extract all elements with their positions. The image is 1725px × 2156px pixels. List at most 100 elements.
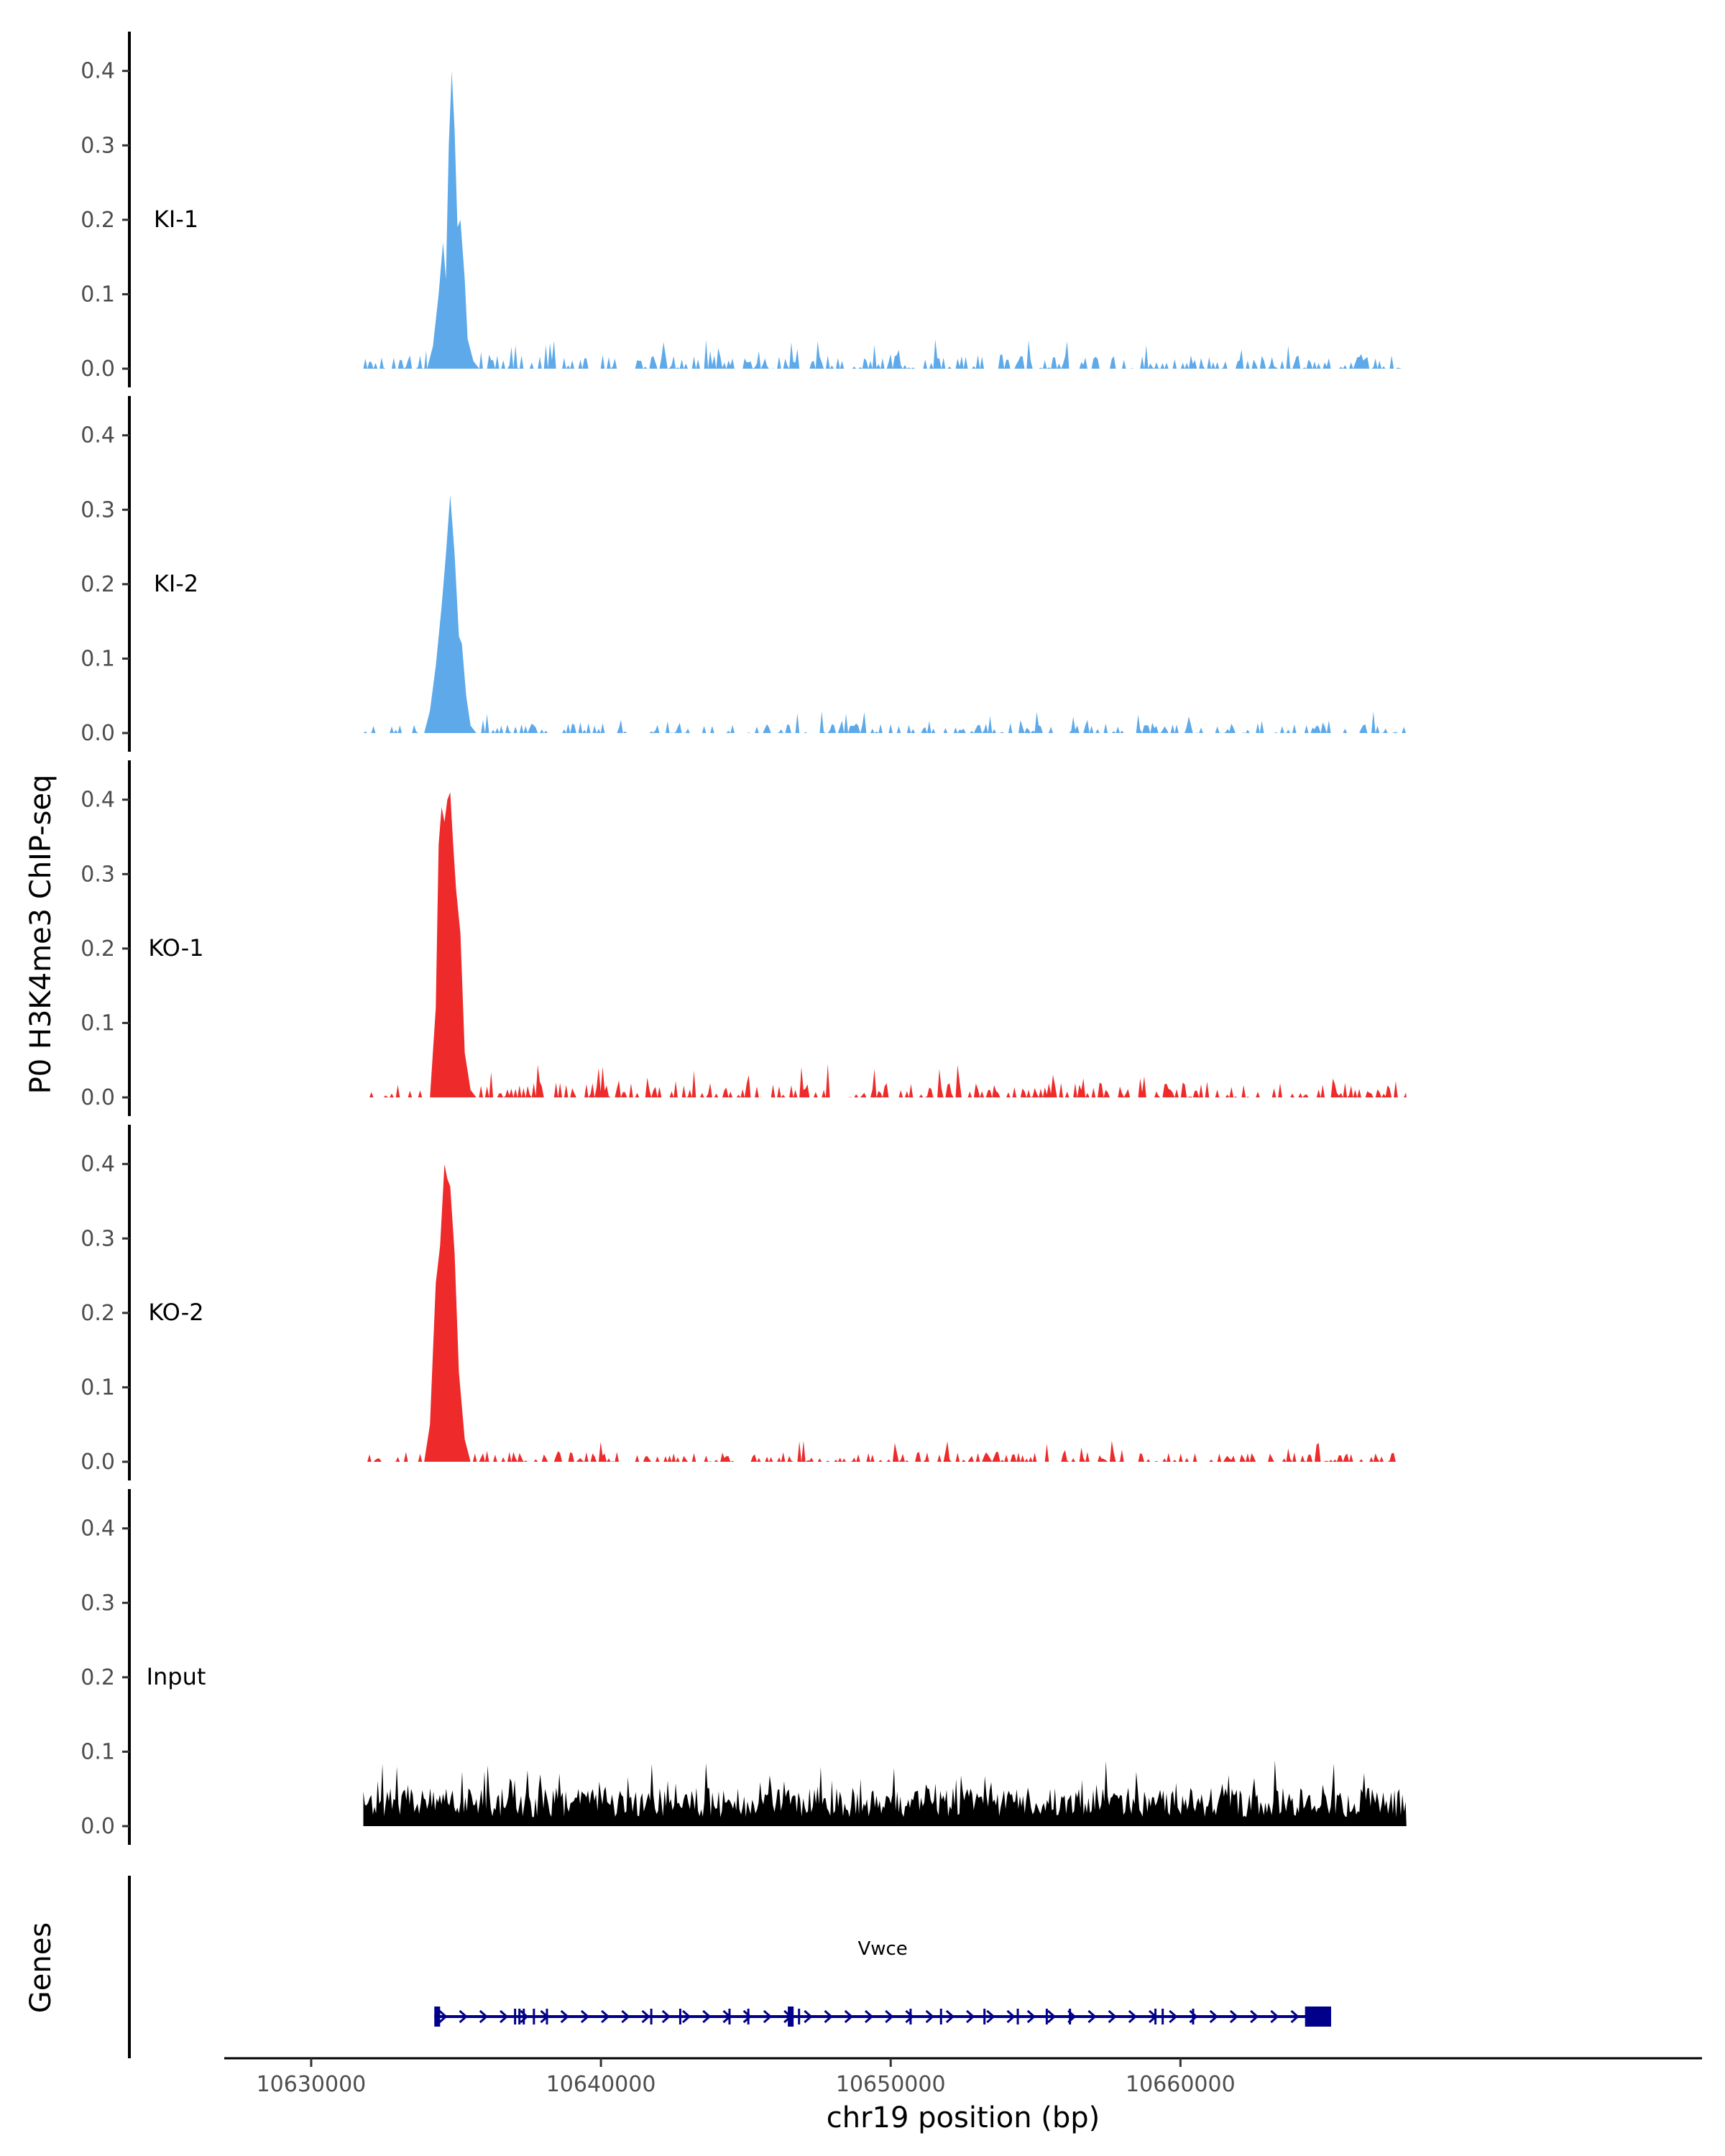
- strand-chevron: [560, 2009, 569, 2024]
- y-tick-label: 0.0: [80, 1085, 115, 1110]
- strand-chevron: [925, 2009, 934, 2024]
- gene-exon: [650, 2009, 653, 2024]
- track-ko-1: 0.0 0.1 0.2 0.3 0.4 KO-1: [80, 760, 1407, 1116]
- track-label-ki-1: KI-1: [154, 206, 198, 233]
- strand-chevron: [1006, 2009, 1016, 2024]
- gene-exon: [747, 2009, 750, 2024]
- signal-tracks: 0.00.10.20.30.4KI-10.00.10.20.30.4KI-20.…: [80, 32, 1407, 1845]
- gene-exon: [434, 2007, 441, 2027]
- y-tick-label: 0.0: [80, 1814, 115, 1839]
- gene-exon: [514, 2009, 517, 2024]
- strand-chevron: [1087, 2009, 1097, 2024]
- strand-chevron: [864, 2009, 874, 2024]
- y-tick-label: 0.4: [80, 1152, 115, 1177]
- x-axis-title: chr19 position (bp): [827, 2101, 1100, 2134]
- y-tick-label: 0.3: [80, 1590, 115, 1616]
- y-tick-label: 0.3: [80, 1226, 115, 1251]
- strand-chevron: [682, 2009, 691, 2024]
- y-tick-label: 0.1: [80, 1010, 115, 1036]
- y-tick-label: 0.2: [80, 572, 115, 597]
- y-axis-title: P0 H3K4me3 ChIP-seq: [24, 775, 58, 1095]
- y-tick-label: 0.4: [80, 59, 115, 84]
- y-tick-label: 0.0: [80, 721, 115, 746]
- y-tick-label: 0.2: [80, 936, 115, 962]
- gene-exon: [1192, 2009, 1195, 2024]
- y-tick-label: 0.4: [80, 1516, 115, 1542]
- signal-area-ko-1: [363, 792, 1407, 1097]
- gene-exon: [1045, 2009, 1048, 2024]
- gene-exon: [798, 2009, 801, 2024]
- strand-chevron: [844, 2009, 854, 2024]
- strand-chevron: [885, 2009, 894, 2024]
- y-tick-label: 0.2: [80, 208, 115, 233]
- gene-exon: [1154, 2009, 1157, 2024]
- strand-chevron: [438, 2009, 448, 2024]
- strand-chevron: [1046, 2009, 1057, 2024]
- strand-chevron: [1169, 2009, 1178, 2024]
- strand-chevron: [459, 2009, 468, 2024]
- gene-exon: [1016, 2009, 1019, 2024]
- strand-chevron: [986, 2009, 995, 2024]
- y-tick-label: 0.1: [80, 646, 115, 671]
- strand-chevron: [702, 2009, 712, 2024]
- gene-exon: [533, 2009, 535, 2024]
- gene-exon: [983, 2009, 986, 2024]
- strand-chevron: [580, 2009, 590, 2024]
- strand-chevron: [621, 2009, 630, 2024]
- x-axis: 10630000 10640000 10650000 10660000: [224, 2057, 1702, 2097]
- track-input: 0.0 0.1 0.2 0.3 0.4 Input: [80, 1489, 1407, 1845]
- strand-chevron: [1209, 2009, 1218, 2024]
- strand-chevron: [641, 2009, 650, 2024]
- y-tick-label: 0.2: [80, 1665, 115, 1690]
- strand-chevron: [661, 2009, 671, 2024]
- track-label-ko-2: KO-2: [148, 1299, 203, 1326]
- signal-area-ki-1: [363, 70, 1407, 369]
- track-ki-1: 0.0 0.1 0.2 0.3 0.4 KI-1: [80, 32, 1407, 387]
- y-tick-label: 0.3: [80, 133, 115, 158]
- gene-exon: [939, 2009, 942, 2024]
- track-ko-2: 0.0 0.1 0.2 0.3 0.4 KO-2: [80, 1125, 1407, 1480]
- genes-track: Vwce: [128, 1876, 1331, 2058]
- y-tick-label: 0.3: [80, 497, 115, 522]
- gene-exon: [1069, 2009, 1072, 2024]
- strand-chevron: [601, 2009, 610, 2024]
- y-tick-label: 0.1: [80, 282, 115, 307]
- gene-exon: [909, 2009, 912, 2024]
- track-ki-2: 0.0 0.1 0.2 0.3 0.4 KI-2: [80, 396, 1407, 752]
- gene-exon: [518, 2009, 521, 2024]
- strand-chevron: [763, 2009, 773, 2024]
- y-tick-label: 0.2: [80, 1301, 115, 1326]
- strand-chevron: [1290, 2009, 1300, 2024]
- strand-chevron: [1128, 2009, 1138, 2024]
- strand-chevron: [1026, 2009, 1036, 2024]
- x-tick-label: 10650000: [836, 2072, 946, 2097]
- y-tick-label: 0.4: [80, 788, 115, 813]
- track-label-ki-2: KI-2: [154, 570, 198, 597]
- y-tick-label: 0.0: [80, 356, 115, 382]
- track-label-input: Input: [147, 1663, 206, 1690]
- y-tick-label: 0.4: [80, 423, 115, 448]
- strand-chevron: [945, 2009, 955, 2024]
- gene-exon: [1162, 2009, 1164, 2024]
- track-label-ko-1: KO-1: [148, 934, 203, 962]
- strand-chevron: [1108, 2009, 1117, 2024]
- x-tick-label: 10630000: [257, 2072, 367, 2097]
- x-tick-label: 10660000: [1126, 2072, 1236, 2097]
- gene-exon: [678, 2009, 681, 2024]
- y-tick-label: 0.3: [80, 862, 115, 887]
- gene-name-label: Vwce: [857, 1938, 907, 1960]
- y-tick-label: 0.1: [80, 1739, 115, 1764]
- strand-chevron: [479, 2009, 489, 2024]
- strand-chevron: [905, 2009, 914, 2024]
- signal-area-input: [363, 1760, 1407, 1826]
- y-tick-label: 0.0: [80, 1450, 115, 1475]
- y-tick-label: 0.1: [80, 1375, 115, 1400]
- gene-exon: [546, 2009, 548, 2024]
- strand-chevron: [966, 2009, 975, 2024]
- genes-track-title: Genes: [24, 1922, 58, 2013]
- strand-chevron: [1270, 2009, 1279, 2024]
- gene-exon: [788, 2007, 794, 2027]
- strand-chevron: [742, 2009, 752, 2024]
- gene-exon: [728, 2009, 731, 2024]
